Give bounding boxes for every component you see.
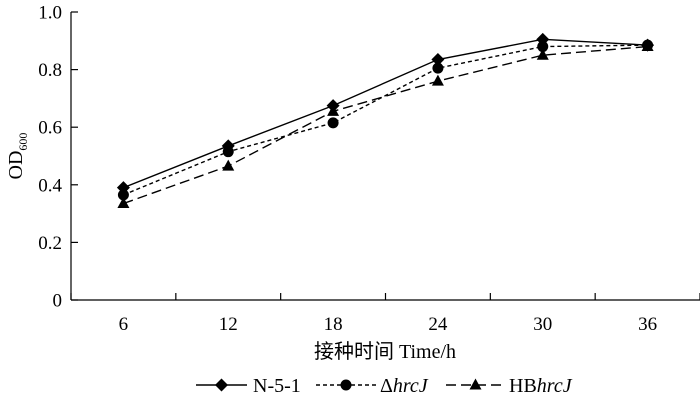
series-2 xyxy=(117,39,654,201)
x-tick-label: 6 xyxy=(119,314,129,335)
legend-entry: HBhrcJ xyxy=(446,375,573,397)
data-point xyxy=(327,117,339,129)
y-axis-title-subscript: 600 xyxy=(16,133,30,151)
legend-marker xyxy=(215,378,228,392)
legend-label: HBhrcJ xyxy=(509,375,573,397)
series-line xyxy=(123,38,648,189)
x-axis-title: 接种时间 Time/h xyxy=(314,340,456,363)
data-point xyxy=(536,48,549,60)
data-point xyxy=(431,74,444,86)
data-point xyxy=(431,53,445,67)
data-point xyxy=(117,189,129,201)
y-tick-label: 0 xyxy=(53,291,63,312)
x-tick-label: 30 xyxy=(533,314,552,335)
data-point xyxy=(222,159,235,171)
x-tick-label: 36 xyxy=(638,314,657,335)
axes xyxy=(70,12,700,301)
x-ticks: 6 12 18 24 30 36 xyxy=(70,293,700,335)
data-point xyxy=(432,62,444,74)
y-tick-label: 0.8 xyxy=(38,60,62,81)
series-group xyxy=(116,32,655,209)
series-3 xyxy=(117,40,654,209)
y-tick-label: 0.2 xyxy=(38,233,62,254)
legend-label: N-5-1 xyxy=(253,375,301,397)
y-tick-label: 0.6 xyxy=(38,118,62,139)
legend-entry: N-5-1 xyxy=(196,375,301,397)
series-line xyxy=(123,44,648,196)
x-tick-label: 12 xyxy=(219,314,238,335)
data-point xyxy=(222,146,234,158)
legend-label: ΔhrcJ xyxy=(380,375,429,397)
legend-marker xyxy=(469,378,482,390)
y-axis-title-main: OD xyxy=(5,151,27,180)
y-axis-title: OD600 xyxy=(5,133,30,180)
y-tick-label: 0.4 xyxy=(38,175,62,196)
x-tick-label: 18 xyxy=(324,314,343,335)
series-line xyxy=(123,45,648,205)
data-point xyxy=(641,40,654,52)
y-ticks: 0 0.2 0.4 0.6 0.8 1.0 xyxy=(38,3,78,312)
y-tick-label: 1.0 xyxy=(38,3,62,24)
legend-entry: ΔhrcJ xyxy=(316,375,429,397)
data-point xyxy=(537,41,549,53)
data-point xyxy=(327,104,340,116)
legend: N-5-1 ΔhrcJ HBhrcJ xyxy=(196,375,573,397)
legend-marker xyxy=(340,379,352,391)
series-1 xyxy=(116,32,655,195)
data-point xyxy=(117,197,130,209)
x-tick-label: 24 xyxy=(428,314,448,335)
